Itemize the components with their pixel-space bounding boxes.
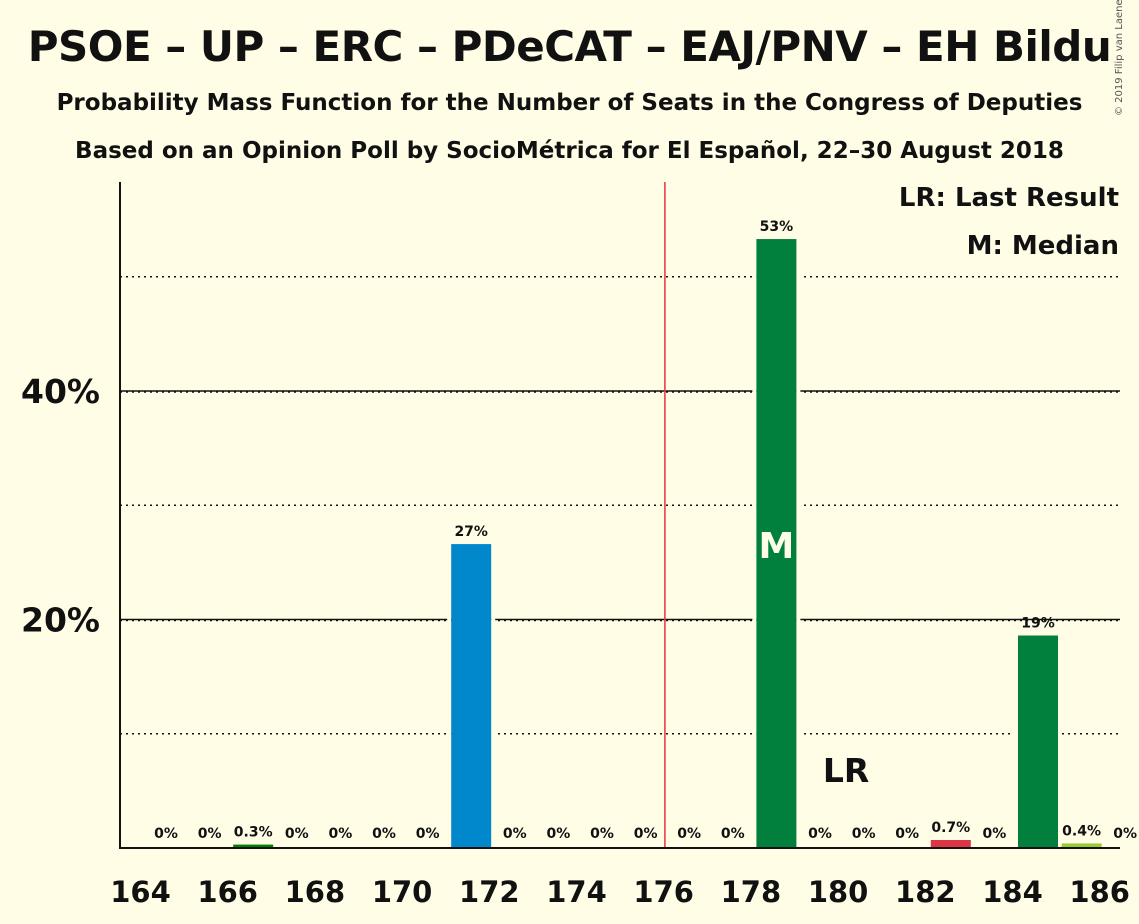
value-label: 0.7% (931, 820, 970, 836)
value-label: 0% (852, 826, 876, 842)
grid-gap (491, 616, 496, 623)
bar (756, 239, 797, 849)
bar (451, 544, 492, 848)
grid-gap (796, 273, 801, 280)
bar (233, 844, 274, 848)
grid-gap (752, 502, 757, 509)
value-label: 0% (547, 826, 571, 842)
grid-layer (120, 273, 1120, 737)
bar (1061, 843, 1102, 848)
x-tick-label: 178 (721, 875, 782, 909)
value-label: 27% (454, 524, 488, 540)
grid-gap (491, 730, 496, 737)
axes-layer: 20% 40% 164 166 168 170 172 174 176 178 180 182 184 1… (21, 182, 1130, 909)
x-tick-label: 176 (633, 875, 694, 909)
marks-layer: 0% 0% 0.3% 0% 0% 0% 0% 27% 0% 0% 0% 0% 0% 0% 53% 0% 0% 0%… (154, 182, 1137, 848)
last-result-marker: LR (823, 751, 869, 790)
bar (930, 840, 971, 848)
bars-layer (233, 239, 1102, 849)
value-label: 0% (285, 826, 309, 842)
value-label: 0% (154, 826, 178, 842)
value-label: 0% (895, 826, 919, 842)
value-label: 0.3% (234, 825, 273, 841)
x-tick-label: 166 (197, 875, 258, 909)
value-label: 0% (590, 826, 614, 842)
grid-gap (447, 730, 452, 737)
x-tick-label: 170 (372, 875, 433, 909)
x-tick-label: 180 (808, 875, 869, 909)
x-tick-label: 164 (110, 875, 171, 909)
grid-gap (796, 502, 801, 509)
y-tick-label: 40% (21, 372, 100, 411)
value-label: 0% (1113, 826, 1137, 842)
x-tick-label: 172 (459, 875, 520, 909)
grid-gap (752, 388, 757, 394)
grid-gap (1014, 730, 1018, 737)
grid-gap (796, 616, 801, 623)
chart-subtitle: Probability Mass Function for the Number… (56, 90, 1083, 116)
grid-gap (1058, 730, 1062, 737)
value-label: 19% (1021, 615, 1055, 631)
grid-gap (752, 273, 757, 280)
value-label: 0% (721, 826, 745, 842)
x-tick-label: 174 (546, 875, 607, 909)
value-label: 0% (503, 826, 527, 842)
legend-median: M: Median (966, 231, 1119, 261)
chart-source-line: Based on an Opinion Poll by SocioMétrica… (75, 138, 1064, 164)
x-tick-label: 182 (895, 875, 956, 909)
value-label: 0% (634, 826, 658, 842)
y-tick-label: 20% (21, 601, 100, 640)
value-label: 0% (329, 826, 353, 842)
chart-title: PSOE – UP – ERC – PDeCAT – EAJ/PNV – EH … (27, 22, 1112, 71)
value-label: 0% (372, 826, 396, 842)
legend-last-result: LR: Last Result (898, 183, 1119, 213)
value-label: 0% (198, 826, 222, 842)
grid-gap (752, 730, 757, 737)
grid-gap (447, 616, 452, 623)
grid-gap (752, 616, 757, 623)
value-label: 0% (983, 826, 1007, 842)
value-label: 0% (677, 826, 701, 842)
value-label: 0.4% (1062, 823, 1101, 839)
x-tick-label: 168 (285, 875, 346, 909)
value-label: 53% (760, 219, 794, 235)
median-marker: M (758, 526, 794, 567)
grid-gap (796, 730, 801, 737)
value-label: 0% (416, 826, 440, 842)
x-tick-label: 186 (1069, 875, 1130, 909)
grid-gap (796, 388, 801, 394)
value-label: 0% (808, 826, 832, 842)
x-tick-label: 184 (982, 875, 1043, 909)
bar (1018, 635, 1058, 848)
